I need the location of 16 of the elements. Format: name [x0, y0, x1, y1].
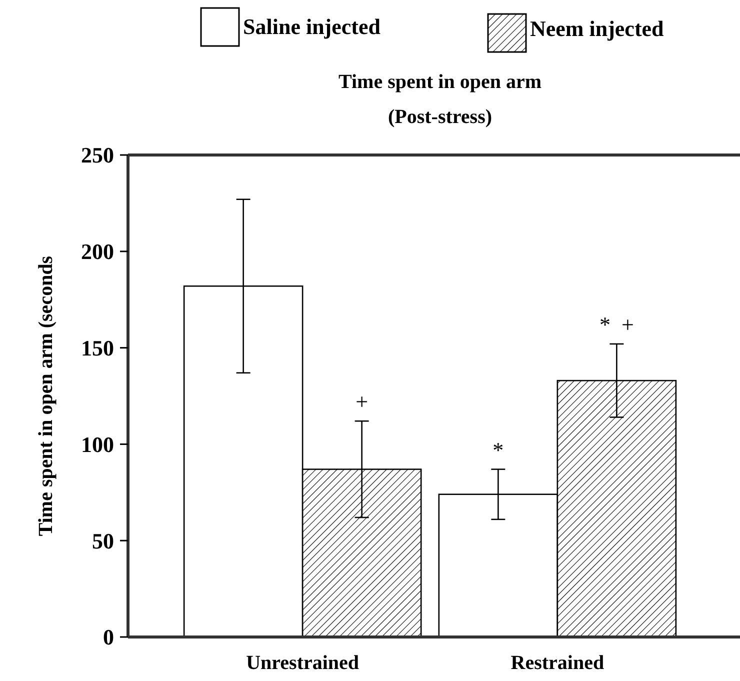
chart-title: Time spent in open arm [338, 71, 542, 93]
annotation: + [356, 389, 368, 414]
y-tick-label: 50 [92, 528, 114, 554]
annotation: * + [599, 312, 634, 337]
x-tick-label: Restrained [510, 652, 604, 674]
y-tick-label: 100 [81, 432, 114, 457]
legend-label: Saline injected [243, 14, 380, 39]
x-tick-label: Unrestrained [246, 652, 360, 674]
chart-subtitle: (Post-stress) [388, 106, 492, 128]
y-tick-label: 200 [81, 239, 114, 264]
y-tick-label: 150 [81, 336, 114, 360]
legend-label: Neem injected [530, 16, 664, 41]
y-tick-label: 0 [103, 624, 114, 650]
y-axis-title: Time spent in open arm (seconds [35, 256, 57, 536]
y-tick-label: 250 [81, 142, 114, 168]
annotation: * [492, 437, 504, 462]
